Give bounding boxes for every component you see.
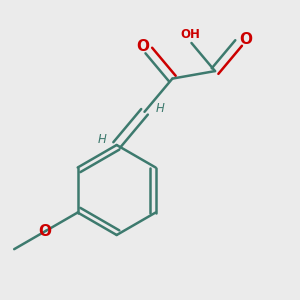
Text: O: O — [136, 39, 149, 54]
Text: H: H — [97, 134, 106, 146]
Text: H: H — [156, 102, 165, 115]
Text: OH: OH — [180, 28, 200, 41]
Text: O: O — [239, 32, 252, 47]
Text: O: O — [38, 224, 51, 239]
